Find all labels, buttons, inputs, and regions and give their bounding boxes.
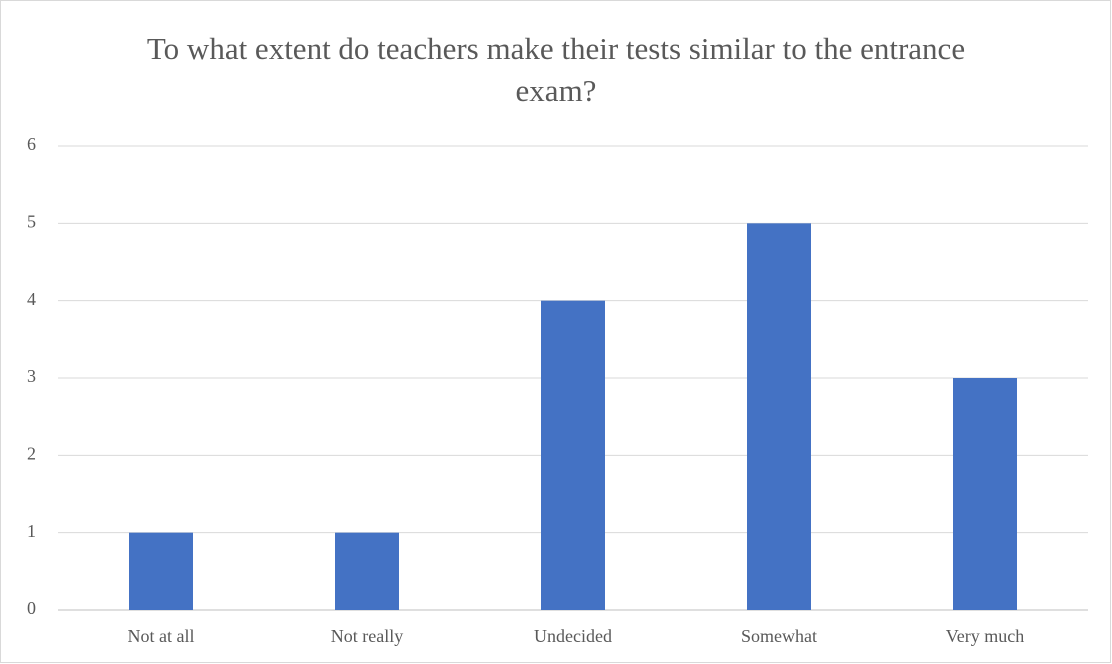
- bar: [541, 300, 605, 610]
- y-tick-label: 1: [27, 521, 36, 541]
- bar: [747, 223, 811, 611]
- x-tick-label: Not really: [331, 626, 403, 646]
- y-tick-label: 0: [27, 598, 36, 618]
- y-tick-label: 6: [27, 134, 36, 154]
- bar: [335, 532, 399, 610]
- bar: [129, 532, 193, 610]
- x-tick-label: Very much: [946, 626, 1024, 646]
- x-tick-label: Not at all: [128, 626, 195, 646]
- bar: [953, 378, 1017, 610]
- y-tick-label: 5: [27, 211, 36, 231]
- y-tick-label: 3: [27, 366, 36, 386]
- x-tick-label: Somewhat: [741, 626, 817, 646]
- y-tick-label: 2: [27, 443, 36, 463]
- y-tick-label: 4: [27, 289, 36, 309]
- x-tick-label: Undecided: [534, 626, 612, 646]
- chart-title: To what extent do teachers make their te…: [146, 31, 966, 108]
